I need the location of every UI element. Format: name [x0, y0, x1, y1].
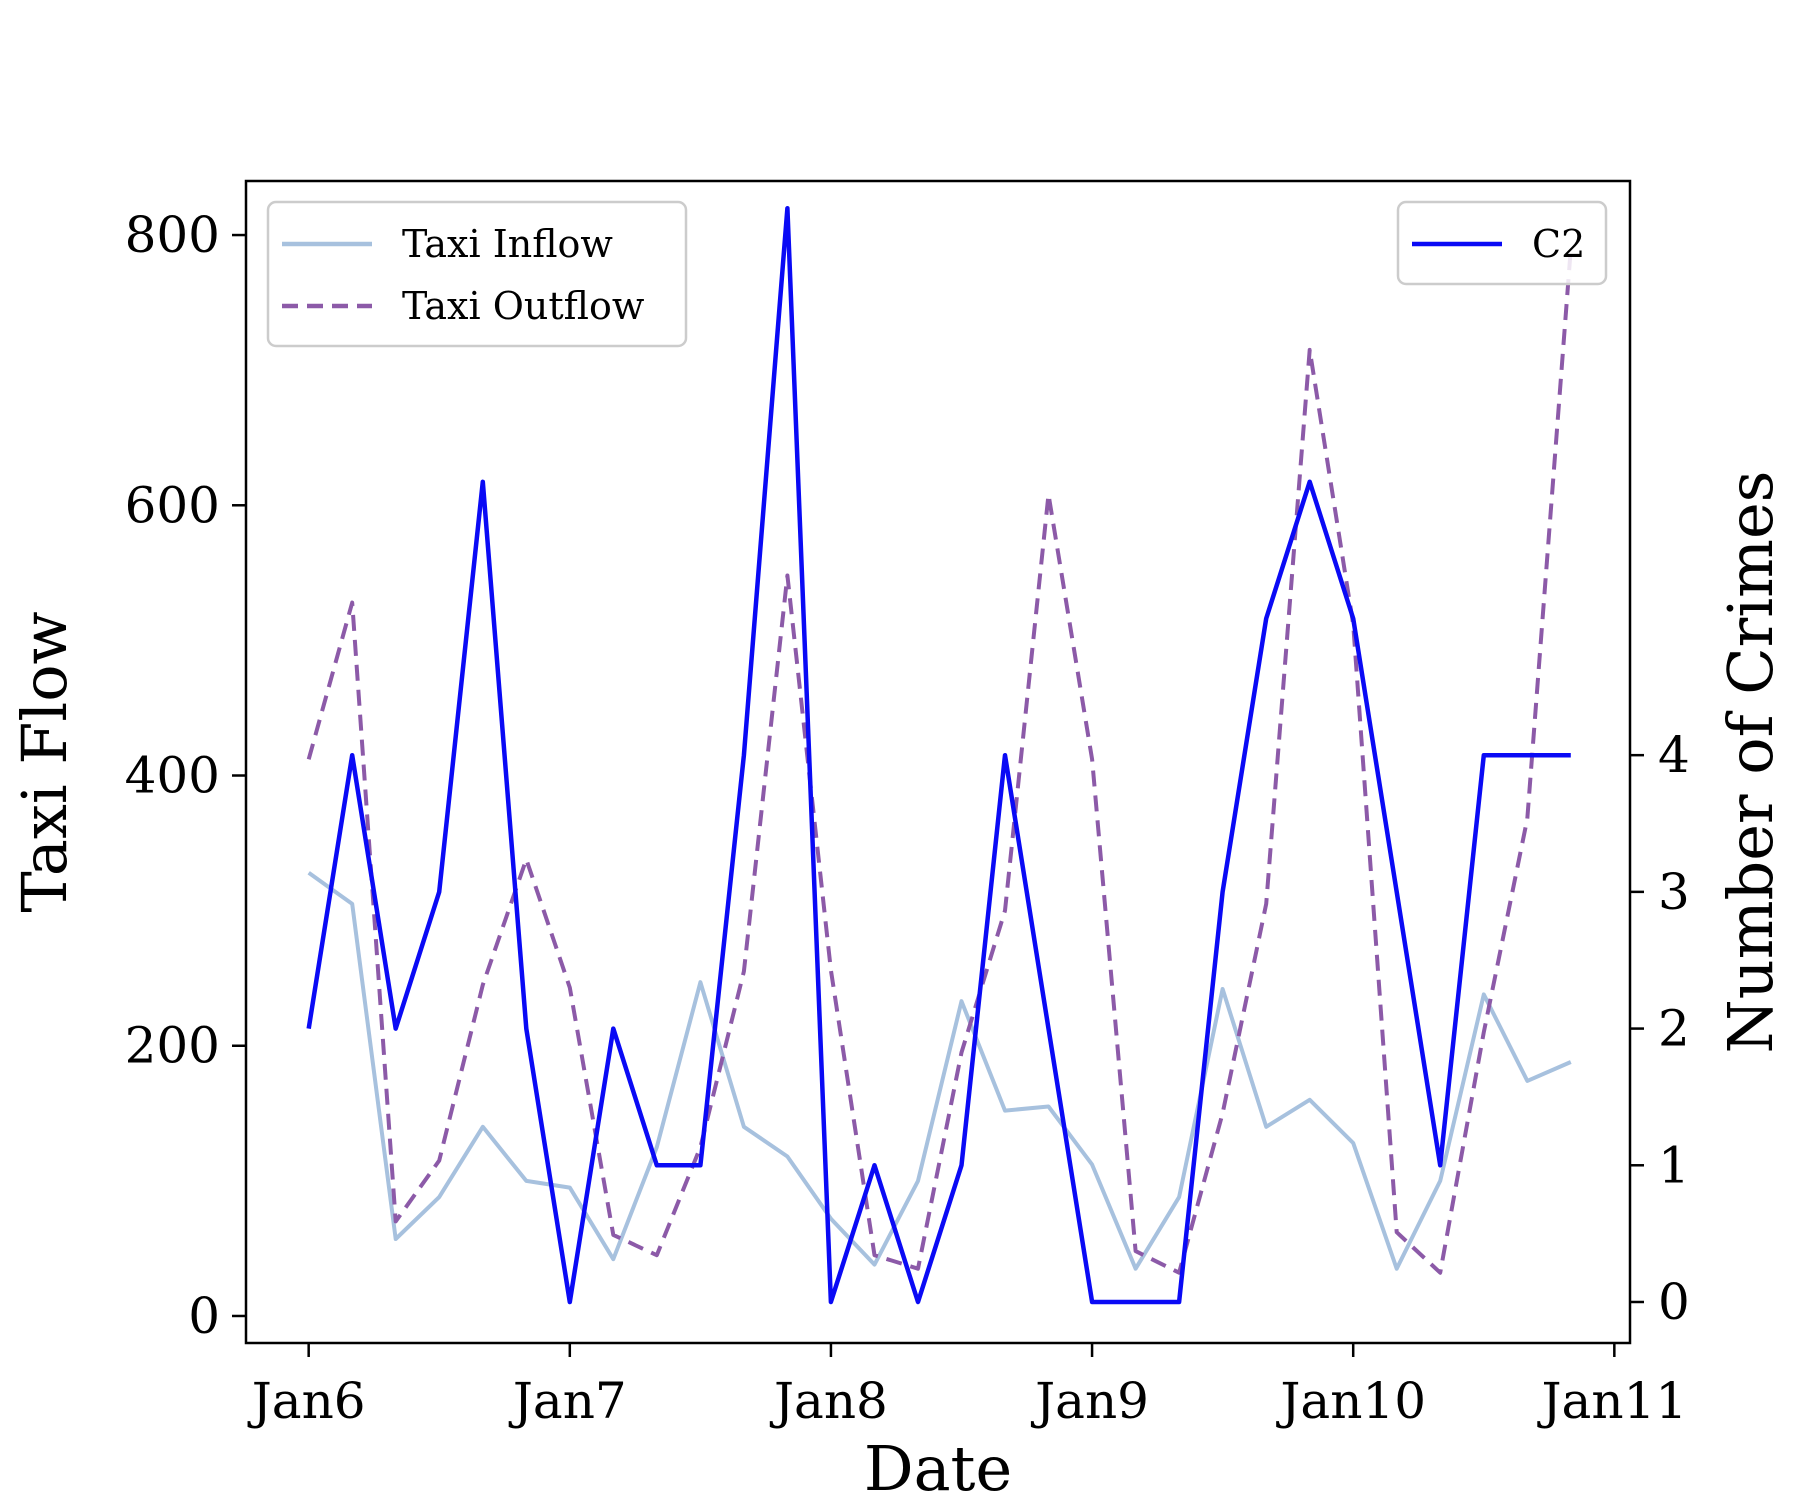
legend-box: [266, 200, 688, 348]
series-line-1: [307, 871, 1572, 1271]
x-axis-title: Date: [864, 1432, 1012, 1500]
y-right-tick-label: 1: [1658, 1136, 1690, 1194]
plot-frame: [244, 179, 1632, 1345]
y-right-tick-label: 4: [1658, 726, 1690, 784]
y-left-tick-label: 600: [125, 476, 220, 534]
x-tick-label: Jan7: [508, 1372, 627, 1430]
legend-label: Taxi Outflow: [402, 284, 645, 328]
y-left-tick-label: 400: [125, 747, 220, 805]
y-right-tick-label: 2: [1658, 1000, 1690, 1058]
series-line-2: [306, 248, 1573, 1275]
legend-flows: Taxi Inflow Taxi Outflow: [266, 200, 688, 348]
x-tick-label: Jan6: [247, 1372, 366, 1430]
series-line-3: [306, 206, 1571, 1305]
x-axis: Jan6 Jan7 Jan8 Jan9 Jan10 Jan11: [247, 1343, 1687, 1430]
legend-label: Taxi Inflow: [402, 222, 613, 266]
legend-crimes: C2: [1396, 200, 1608, 286]
y-axis-left-title: Taxi Flow: [8, 611, 81, 912]
y-left-tick-label: 200: [125, 1017, 220, 1075]
x-tick-label: Jan10: [1275, 1372, 1426, 1430]
x-tick-label: Jan8: [769, 1372, 888, 1430]
y-left-tick-label: 0: [188, 1287, 220, 1345]
x-tick-label: Jan9: [1030, 1372, 1149, 1430]
plot-lines: [306, 206, 1573, 1305]
legend-label: C2: [1532, 222, 1585, 266]
y-right-tick-label: 0: [1658, 1273, 1690, 1331]
x-tick-label: Jan11: [1536, 1372, 1687, 1430]
y-axis-right-title: Number of Crimes: [1714, 471, 1787, 1054]
y-axis-right: 0 1 2 3 4: [1630, 726, 1690, 1331]
y-axis-left: 0 200 400 600 800: [125, 206, 246, 1345]
y-right-tick-label: 3: [1658, 863, 1690, 921]
y-left-tick-label: 800: [125, 206, 220, 264]
